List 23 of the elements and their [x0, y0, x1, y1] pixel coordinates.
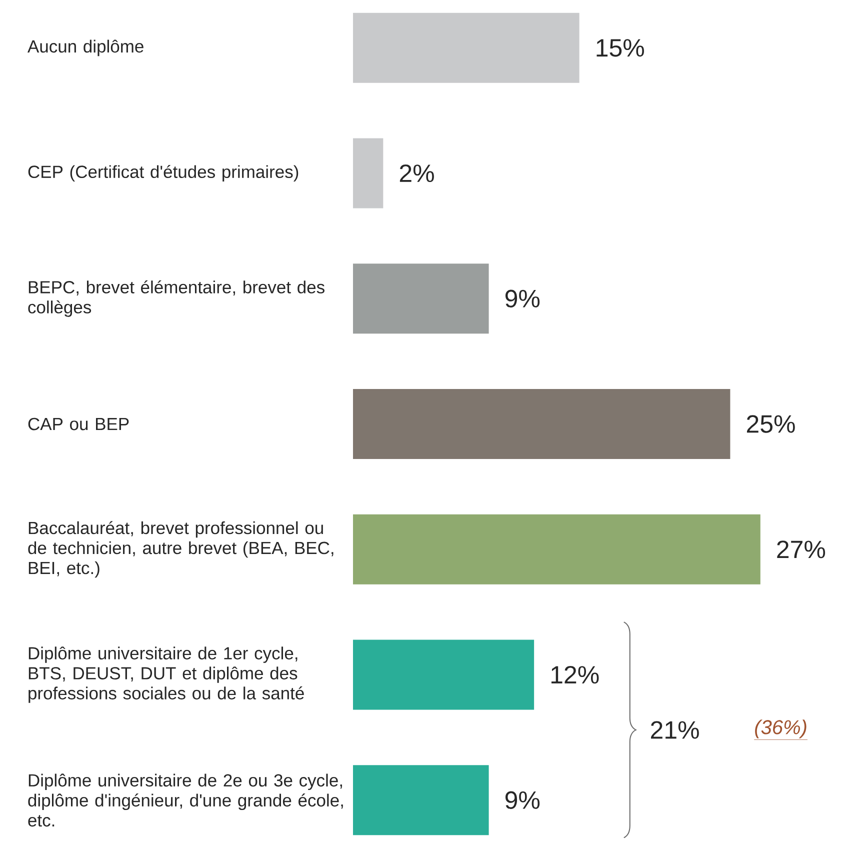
y-tick-label: Aucun diplôme — [28, 40, 144, 56]
annotation: 21% — [651, 721, 699, 739]
y-tick-label: CEP (Certificat d'études primaires) — [28, 165, 298, 182]
bar — [353, 640, 534, 710]
data-label: 12% — [551, 666, 599, 684]
bar — [353, 12, 580, 83]
data-label: 25% — [746, 415, 795, 433]
data-label: 9% — [505, 791, 540, 809]
y-tick-label: Baccalauréat, brevet professionnel ou de technicien, autre brevet (BEA, BEC, BEI, etc.) — [28, 521, 334, 578]
data-label: 2% — [400, 164, 434, 182]
bar — [353, 514, 760, 584]
y-tick-label: Diplôme universitaire de 1er cycle, BTS, DEUST, DUT et diplôme des professions sociales ou de la santé — [28, 646, 304, 703]
y-tick-label: BEPC, brevet élémentaire, brevet des collèges — [28, 280, 324, 317]
bar — [353, 138, 384, 208]
bar — [353, 264, 489, 334]
data-label: 27% — [777, 540, 826, 558]
bar — [353, 389, 730, 460]
data-label: 9% — [505, 290, 540, 308]
annotation: (36%) — [755, 720, 806, 738]
bar — [353, 765, 489, 836]
y-tick-label: CAP ou BEP — [28, 418, 129, 430]
y-tick-label: Diplôme universitaire de 2e ou 3e cycle, diplôme d'ingénieur, d'une grande école, etc. — [28, 774, 343, 827]
data-label: 15% — [596, 39, 644, 57]
